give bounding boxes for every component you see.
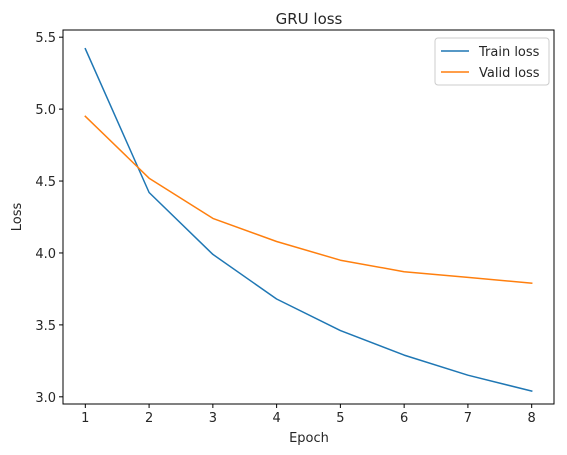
y-tick-label: 5.0: [35, 103, 56, 118]
legend-box: [434, 37, 550, 86]
y-tick-label: 3.5: [35, 319, 56, 334]
y-axis-title: Loss: [10, 203, 25, 232]
y-tick-label: 3.0: [35, 391, 56, 406]
x-tick-label: 3: [209, 411, 217, 426]
x-tick-label: 2: [145, 411, 153, 426]
series-line-valid-loss: [84, 115, 533, 285]
legend-label: Train loss: [478, 45, 540, 60]
y-axis: 3.0 3.5 4.0 4.5 5.0 5.5: [35, 31, 63, 406]
legend: Train loss Valid loss: [434, 37, 550, 86]
x-tick-label: 4: [272, 411, 280, 426]
y-tick-label: 4.5: [35, 175, 56, 190]
x-tick-label: 8: [528, 411, 536, 426]
x-axis: 1 2 3 4 5 6 7 8: [81, 404, 536, 426]
x-axis-title: Epoch: [289, 431, 329, 446]
legend-label: Valid loss: [479, 66, 540, 81]
y-tick-label: 5.5: [35, 31, 56, 46]
x-tick-label: 1: [81, 411, 89, 426]
series-group: [84, 47, 533, 393]
x-tick-label: 7: [464, 411, 472, 426]
y-tick-label: 4.0: [35, 247, 56, 262]
x-tick-label: 5: [336, 411, 344, 426]
chart-title: GRU loss: [276, 10, 343, 28]
x-tick-label: 6: [400, 411, 408, 426]
series-line-train-loss: [84, 47, 533, 393]
plot-frame: [62, 29, 555, 405]
